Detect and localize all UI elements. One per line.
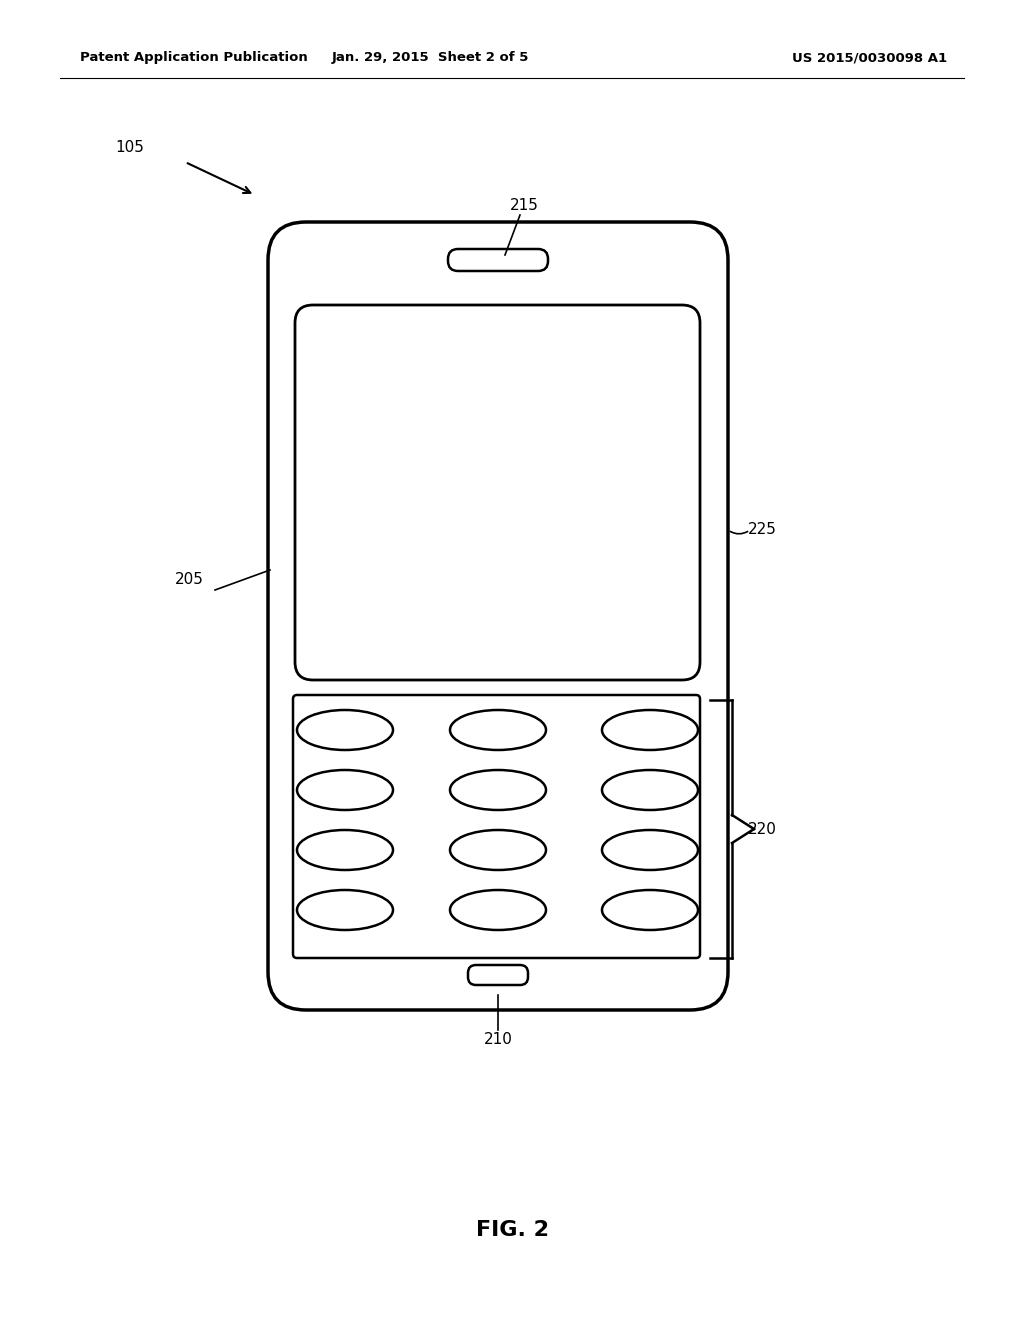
Text: 205: 205 (175, 573, 204, 587)
Ellipse shape (450, 770, 546, 810)
Ellipse shape (602, 890, 698, 931)
FancyBboxPatch shape (293, 696, 700, 958)
Ellipse shape (297, 890, 393, 931)
Text: 225: 225 (748, 523, 777, 537)
Ellipse shape (602, 710, 698, 750)
Text: 210: 210 (483, 1032, 512, 1048)
Ellipse shape (297, 710, 393, 750)
Text: 220: 220 (748, 821, 777, 837)
FancyBboxPatch shape (268, 222, 728, 1010)
Ellipse shape (602, 770, 698, 810)
Text: 215: 215 (510, 198, 539, 213)
FancyBboxPatch shape (468, 965, 528, 985)
Text: 105: 105 (115, 140, 144, 156)
FancyBboxPatch shape (295, 305, 700, 680)
Text: US 2015/0030098 A1: US 2015/0030098 A1 (793, 51, 947, 65)
Ellipse shape (450, 890, 546, 931)
Ellipse shape (297, 830, 393, 870)
Text: Jan. 29, 2015  Sheet 2 of 5: Jan. 29, 2015 Sheet 2 of 5 (332, 51, 528, 65)
FancyBboxPatch shape (449, 249, 548, 271)
Ellipse shape (450, 710, 546, 750)
Text: FIG. 2: FIG. 2 (475, 1220, 549, 1239)
Ellipse shape (602, 830, 698, 870)
Ellipse shape (297, 770, 393, 810)
Text: Patent Application Publication: Patent Application Publication (80, 51, 308, 65)
Ellipse shape (450, 830, 546, 870)
